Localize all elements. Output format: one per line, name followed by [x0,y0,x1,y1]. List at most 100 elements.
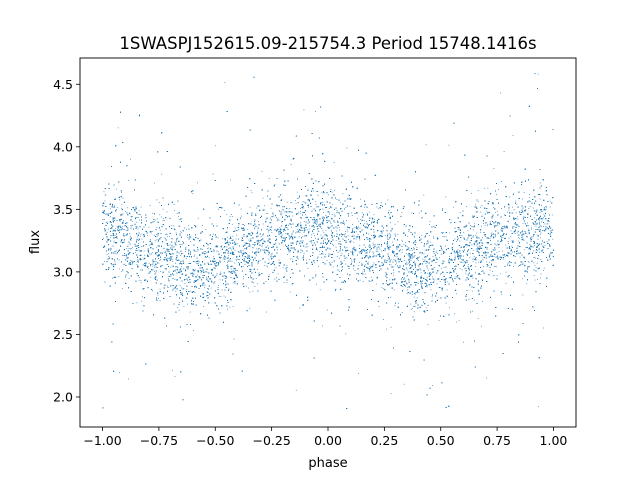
scatter-point [339,229,340,231]
scatter-point [322,236,324,238]
scatter-point [334,189,335,191]
scatter-point [237,258,239,260]
scatter-point [519,256,521,258]
scatter-point [339,201,341,203]
scatter-point [420,242,422,243]
scatter-point [283,231,284,232]
scatter-point [489,269,491,271]
scatter-point [223,258,225,260]
scatter-point [434,279,436,281]
scatter-point [536,210,537,212]
scatter-point [359,239,361,241]
scatter-point [486,225,488,227]
scatter-point [384,235,386,236]
scatter-point [440,273,441,275]
scatter-point [527,222,528,224]
scatter-point [493,207,495,208]
scatter-point [319,254,321,255]
scatter-point [149,204,151,206]
scatter-point [235,260,237,262]
scatter-point [405,286,406,288]
scatter-point [243,276,244,278]
scatter-point [416,281,418,283]
scatter-point [221,289,223,291]
scatter-point [499,223,501,225]
scatter-point [481,225,482,227]
scatter-point [361,262,363,264]
scatter-point [307,222,309,224]
scatter-point [241,215,242,217]
scatter-point [543,207,545,208]
scatter-point [478,261,480,263]
scatter-point [496,275,498,277]
scatter-point [482,223,484,224]
scatter-point [203,296,205,298]
scatter-point [537,73,539,75]
scatter-point [358,252,360,254]
scatter-point [550,232,552,234]
scatter-point [486,377,487,379]
scatter-point [322,208,324,210]
scatter-point [183,268,185,270]
scatter-point [338,270,340,272]
scatter-point [143,257,145,259]
scatter-point [403,268,404,270]
scatter-point [123,220,124,222]
scatter-point [523,239,525,241]
scatter-point [452,268,454,270]
scatter-point [517,230,519,232]
scatter-point [126,255,128,257]
scatter-point [178,219,180,221]
scatter-point [224,277,226,279]
scatter-point [235,258,237,260]
scatter-point [393,274,394,276]
scatter-point [411,273,413,275]
scatter-point [533,223,535,225]
scatter-point [265,219,267,220]
scatter-point [278,219,280,221]
scatter-point [400,285,402,287]
scatter-point [258,241,260,243]
scatter-point [153,182,155,184]
scatter-point [386,277,388,279]
scatter-point [181,232,182,234]
scatter-point [377,276,379,278]
scatter-point [281,221,283,223]
scatter-point [205,229,207,230]
scatter-point [122,226,124,228]
scatter-point [472,261,474,263]
scatter-point [156,299,158,301]
scatter-point [256,248,258,250]
scatter-point [271,258,273,259]
scatter-point [395,264,397,266]
scatter-point [427,324,429,325]
scatter-point [193,330,194,331]
scatter-point [503,151,505,152]
scatter-point [405,242,406,244]
scatter-point [179,231,181,233]
scatter-point [311,236,312,238]
scatter-point [257,269,258,271]
scatter-point [114,220,115,221]
scatter-point [335,246,337,248]
scatter-point [176,212,178,214]
scatter-point [119,199,121,201]
scatter-point [306,195,308,197]
scatter-point [224,82,226,83]
scatter-point [373,236,375,238]
scatter-point [156,247,157,249]
scatter-point [478,243,480,244]
scatter-point [270,230,272,231]
scatter-point [474,266,476,267]
scatter-point [160,265,161,267]
scatter-point [235,238,237,240]
scatter-point [177,307,179,309]
scatter-point [196,251,198,253]
scatter-point [369,266,371,267]
scatter-point [455,293,457,295]
scatter-point [177,267,179,269]
scatter-point [282,206,284,208]
scatter-point [128,179,130,181]
scatter-point [131,246,133,248]
scatter-point [335,288,337,290]
